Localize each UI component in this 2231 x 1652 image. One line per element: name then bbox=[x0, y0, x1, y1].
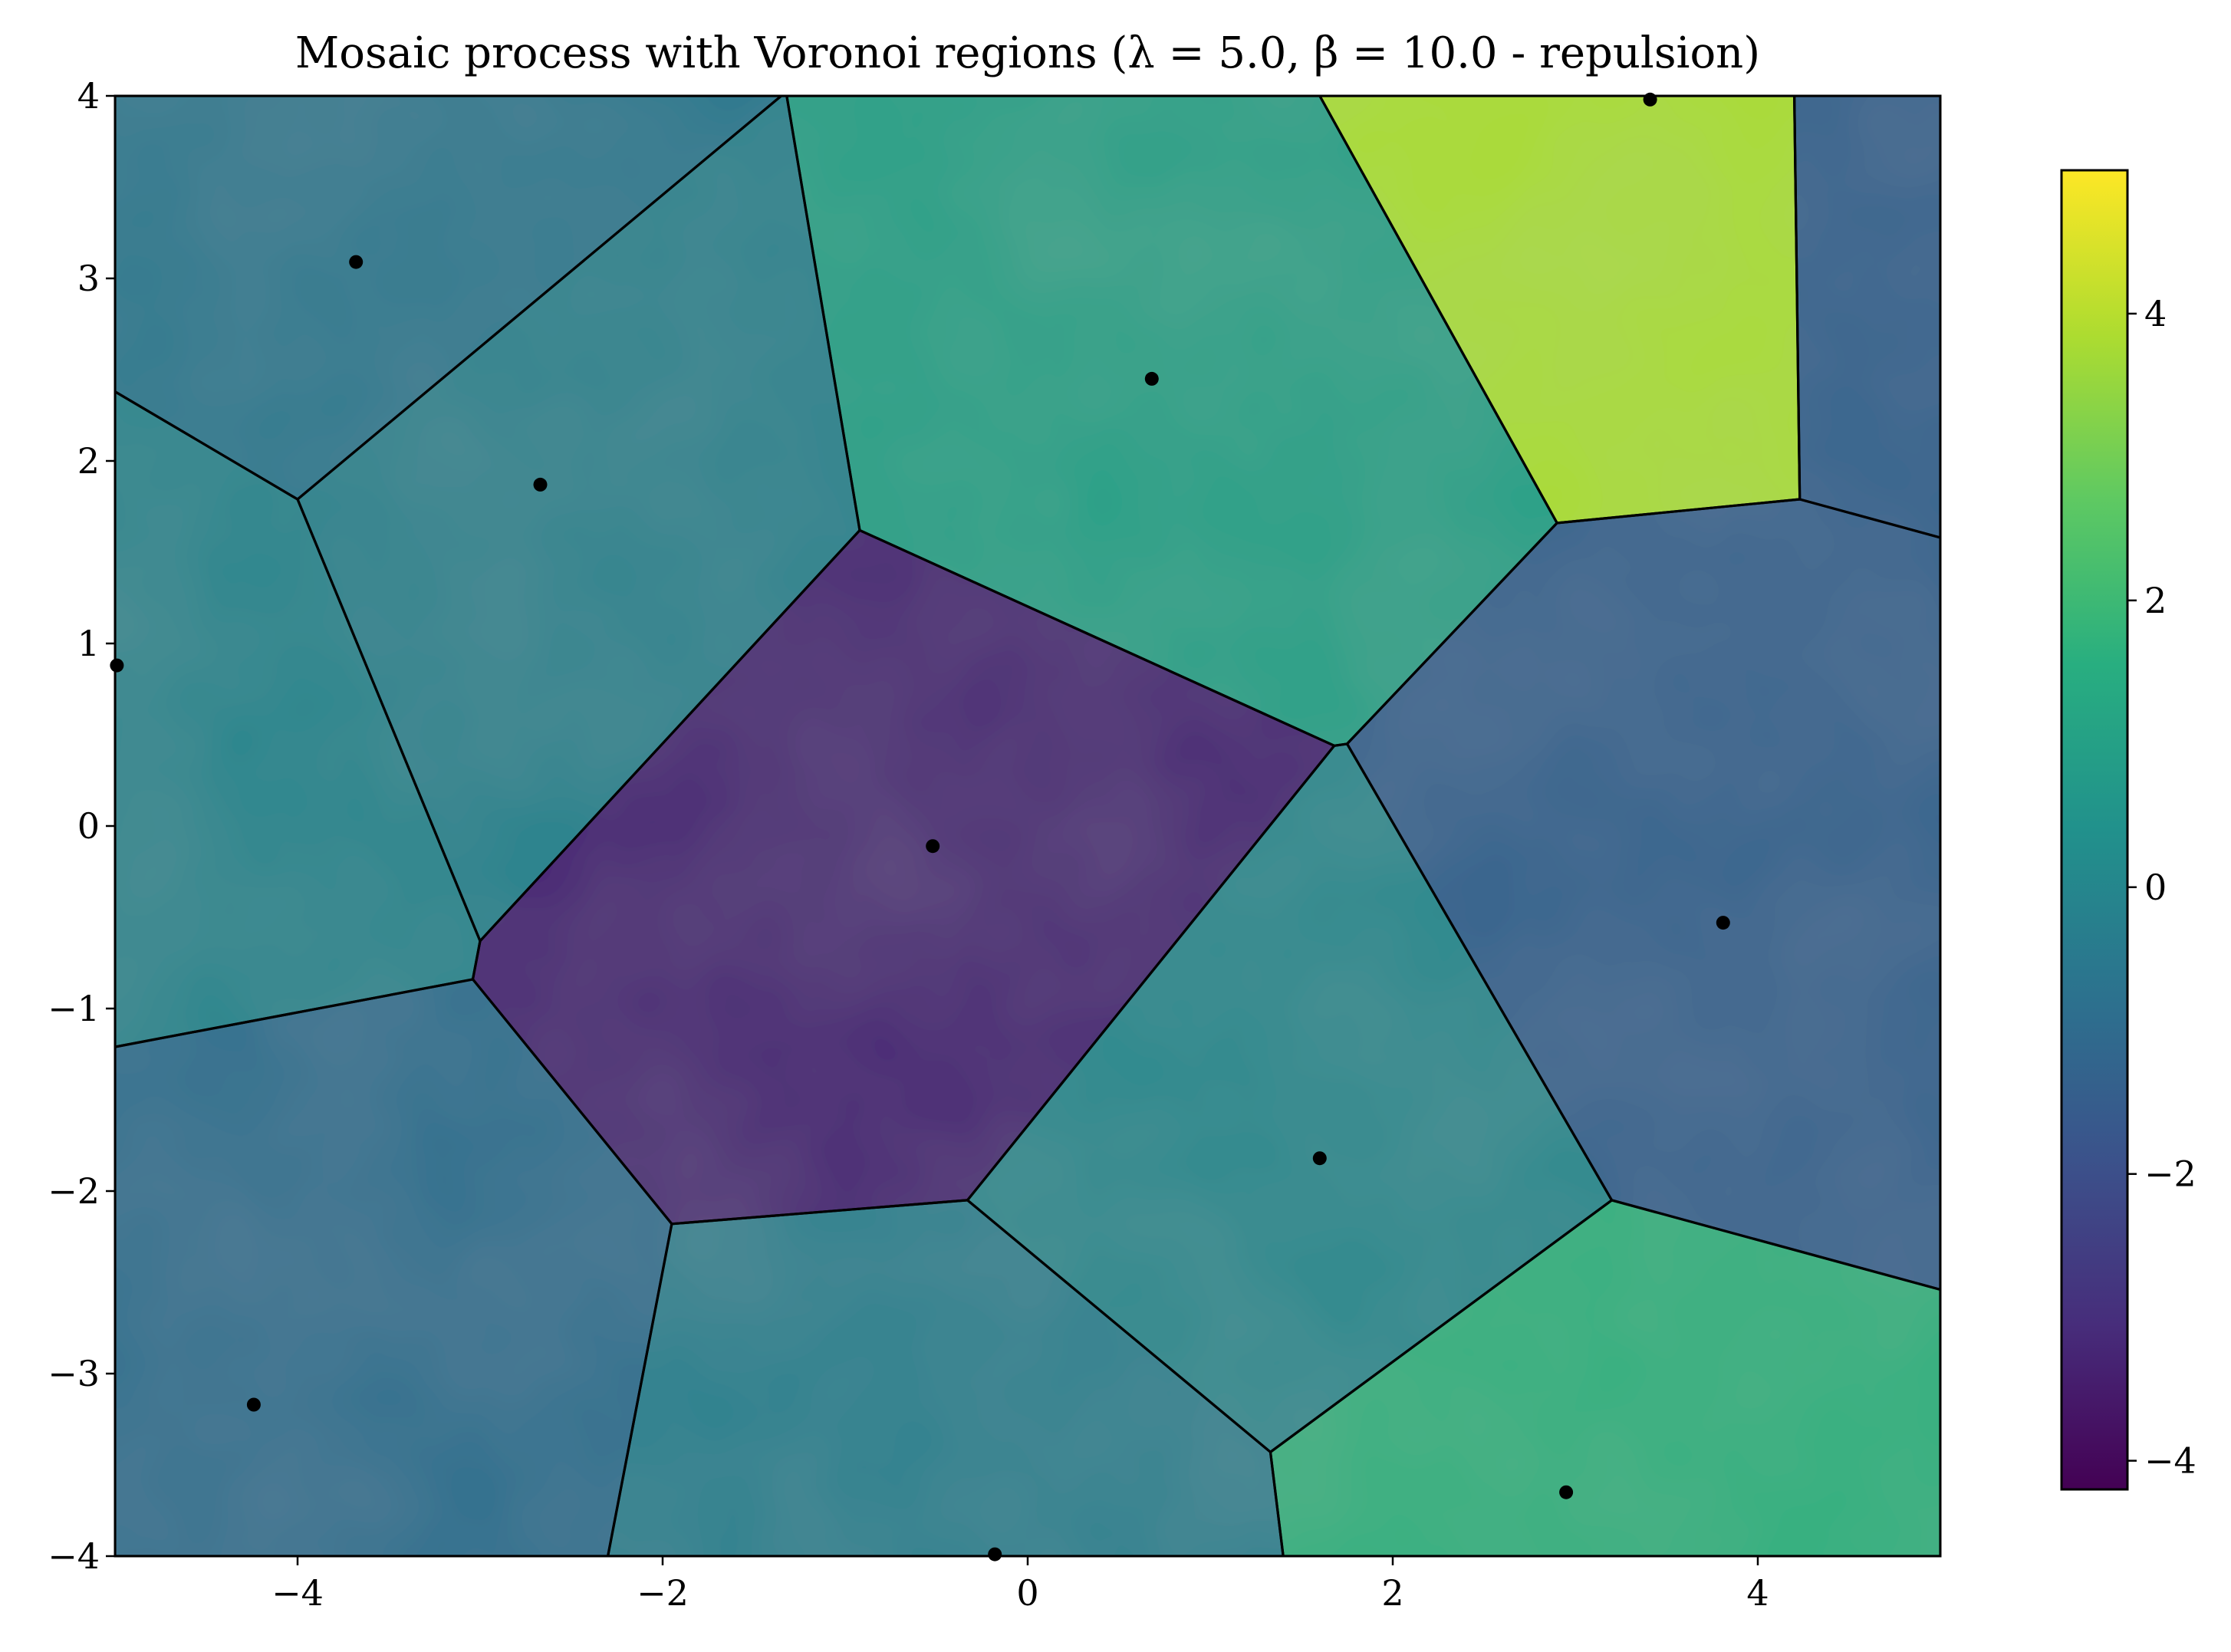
y-tick-label: −3 bbox=[48, 1353, 100, 1394]
site-point-3 bbox=[1144, 371, 1159, 386]
y-tick-label: −4 bbox=[48, 1535, 100, 1577]
y-tick-label: −2 bbox=[48, 1170, 100, 1212]
colorbar-tick-label: −4 bbox=[2144, 1440, 2196, 1482]
plot-area: −4 −2 0 2 4 −4 −3 −2 −1 0 1 2 3 4 bbox=[48, 75, 1942, 1614]
y-tick-label: 1 bbox=[77, 623, 100, 664]
site-point-1 bbox=[349, 255, 364, 269]
colorbar-tick-label: 4 bbox=[2144, 293, 2167, 334]
x-tick-label: −2 bbox=[637, 1572, 689, 1614]
x-tick-label: 0 bbox=[1016, 1572, 1038, 1614]
colorbar-tick-label: 2 bbox=[2144, 580, 2167, 621]
chart-title: Mosaic process with Voronoi regions (λ =… bbox=[295, 28, 1760, 78]
colorbar-tick-label: −2 bbox=[2144, 1153, 2196, 1195]
y-tick-label: 3 bbox=[77, 258, 100, 299]
voronoi-edge-11 bbox=[1269, 1199, 1940, 1556]
colorbar-gradient bbox=[2060, 169, 2129, 1491]
x-tick-label: 4 bbox=[1746, 1572, 1769, 1614]
y-tick-label: 0 bbox=[77, 805, 100, 847]
voronoi-edge-12 bbox=[606, 1199, 1285, 1556]
y-tick-label: −1 bbox=[48, 988, 100, 1029]
y-tick-label: 2 bbox=[77, 440, 100, 482]
site-point-8 bbox=[1312, 1151, 1327, 1166]
colorbar-tick-label: 0 bbox=[2144, 867, 2167, 908]
site-point-5 bbox=[110, 658, 124, 673]
site-point-10 bbox=[1559, 1485, 1574, 1499]
site-point-11 bbox=[988, 1547, 1002, 1562]
site-point-2 bbox=[533, 477, 548, 492]
voronoi-edge-5 bbox=[1793, 96, 1940, 539]
voronoi-region-5 bbox=[1794, 96, 1940, 538]
x-tick-label: −4 bbox=[271, 1572, 324, 1614]
site-point-7 bbox=[1716, 916, 1730, 930]
colorbar: −4 −2 0 2 4 bbox=[2060, 169, 2196, 1491]
site-point-9 bbox=[246, 1397, 261, 1412]
x-tick-label: 2 bbox=[1381, 1572, 1403, 1614]
site-point-6 bbox=[926, 839, 940, 854]
y-tick-label: 4 bbox=[77, 75, 100, 117]
